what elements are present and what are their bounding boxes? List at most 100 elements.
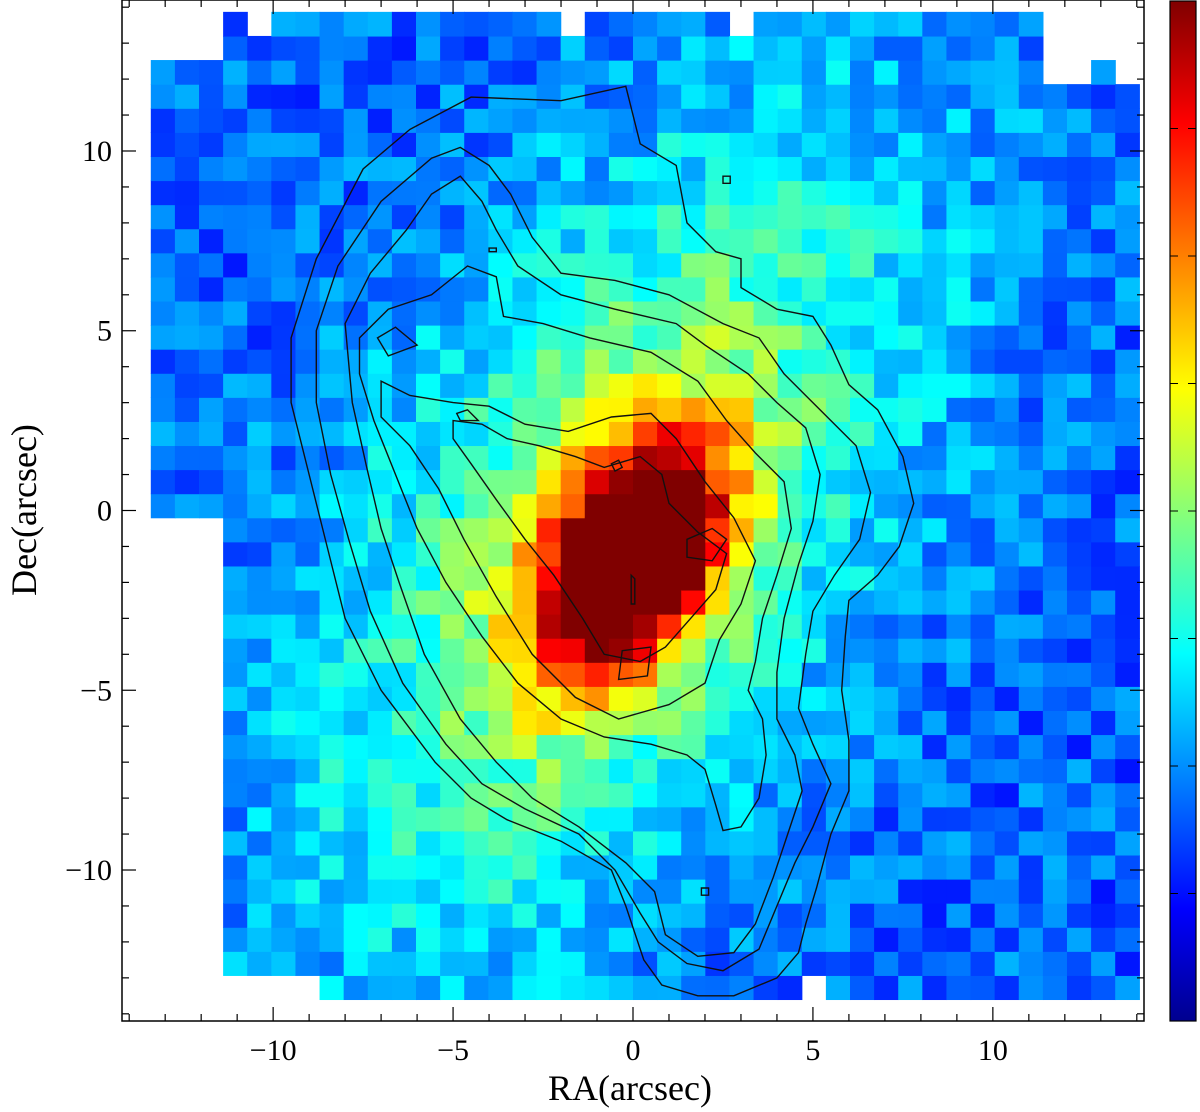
map-cell	[1042, 84, 1068, 109]
map-cell	[898, 324, 923, 350]
map-cell	[657, 806, 682, 832]
map-cell	[801, 614, 827, 639]
map-cell	[536, 35, 562, 61]
map-cell	[367, 132, 393, 157]
map-cell	[1018, 132, 1044, 157]
map-cell	[560, 686, 586, 711]
map-cell	[825, 469, 851, 495]
map-cell	[994, 132, 1020, 157]
map-cell	[560, 156, 586, 182]
map-cell	[271, 252, 297, 278]
map-cell	[295, 11, 321, 37]
map-cell	[319, 373, 345, 398]
map-cell	[753, 493, 779, 519]
map-cell	[825, 662, 851, 687]
map-cell	[801, 373, 827, 398]
map-cell	[271, 469, 297, 495]
map-cell	[295, 806, 321, 832]
map-cell	[319, 11, 345, 37]
map-cell	[295, 156, 321, 182]
map-cell	[343, 180, 369, 206]
map-cell	[223, 132, 248, 157]
map-cell	[970, 686, 996, 711]
map-cell	[488, 830, 514, 856]
map-cell	[825, 204, 851, 230]
map-cell	[1018, 349, 1044, 374]
map-cell	[801, 349, 827, 374]
map-cell	[608, 349, 634, 374]
map-cell	[1018, 758, 1044, 784]
map-cell	[705, 373, 731, 398]
map-cell	[633, 180, 658, 206]
map-cell	[560, 710, 586, 736]
map-cell	[922, 589, 948, 615]
map-cell	[705, 638, 731, 663]
map-cell	[464, 710, 489, 736]
map-cell	[801, 60, 827, 85]
map-cell	[391, 662, 417, 687]
map-cell	[874, 276, 899, 302]
map-cell	[657, 397, 682, 422]
map-cell	[536, 541, 562, 567]
map-cell	[729, 35, 755, 61]
map-cell	[970, 782, 996, 808]
map-cell	[825, 830, 851, 856]
map-cell	[1042, 830, 1068, 856]
map-cell	[584, 252, 610, 278]
map-cell	[608, 84, 634, 109]
map-cell	[657, 758, 682, 784]
map-cell	[850, 830, 875, 856]
map-cell	[946, 469, 972, 495]
map-cell	[416, 565, 441, 591]
map-cell	[464, 517, 489, 543]
map-cell	[488, 300, 514, 326]
map-cell	[343, 758, 369, 784]
map-cell	[223, 445, 248, 471]
map-cell	[801, 662, 827, 687]
map-cell	[1115, 517, 1140, 543]
map-cell	[608, 927, 634, 952]
map-cell	[512, 445, 538, 471]
map-cell	[416, 854, 441, 880]
map-cell	[753, 878, 779, 904]
map-cell	[898, 758, 923, 784]
map-cell	[729, 614, 755, 639]
map-cell	[777, 228, 803, 254]
map-cell	[247, 421, 272, 447]
map-cell	[681, 469, 706, 495]
map-cell	[271, 565, 297, 591]
map-cell	[874, 60, 899, 85]
map-cell	[1091, 686, 1116, 711]
map-cell	[440, 60, 465, 85]
map-cell	[1091, 493, 1116, 519]
map-cell	[970, 710, 996, 736]
map-cell	[729, 373, 755, 398]
map-cell	[633, 204, 658, 230]
map-cell	[536, 710, 562, 736]
map-cell	[319, 445, 345, 471]
map-cell	[874, 614, 899, 639]
map-cell	[608, 782, 634, 808]
map-cell	[150, 421, 176, 447]
map-cell	[633, 35, 658, 61]
map-cell	[1091, 975, 1116, 1001]
map-cell	[970, 421, 996, 447]
map-cell	[416, 397, 441, 422]
map-cell	[560, 927, 586, 952]
map-cell	[850, 854, 875, 880]
map-cell	[729, 84, 755, 109]
map-cell	[440, 927, 465, 952]
map-cell	[416, 108, 441, 133]
map-cell	[874, 638, 899, 663]
map-cell	[391, 710, 417, 736]
map-cell	[970, 324, 996, 350]
map-cell	[608, 60, 634, 85]
map-cell	[464, 276, 489, 302]
map-cell	[223, 565, 248, 591]
map-cell	[874, 156, 899, 182]
map-cell	[247, 276, 272, 302]
map-cell	[1091, 662, 1116, 687]
map-cell	[825, 108, 851, 133]
map-cell	[536, 228, 562, 254]
map-cell	[391, 35, 417, 61]
